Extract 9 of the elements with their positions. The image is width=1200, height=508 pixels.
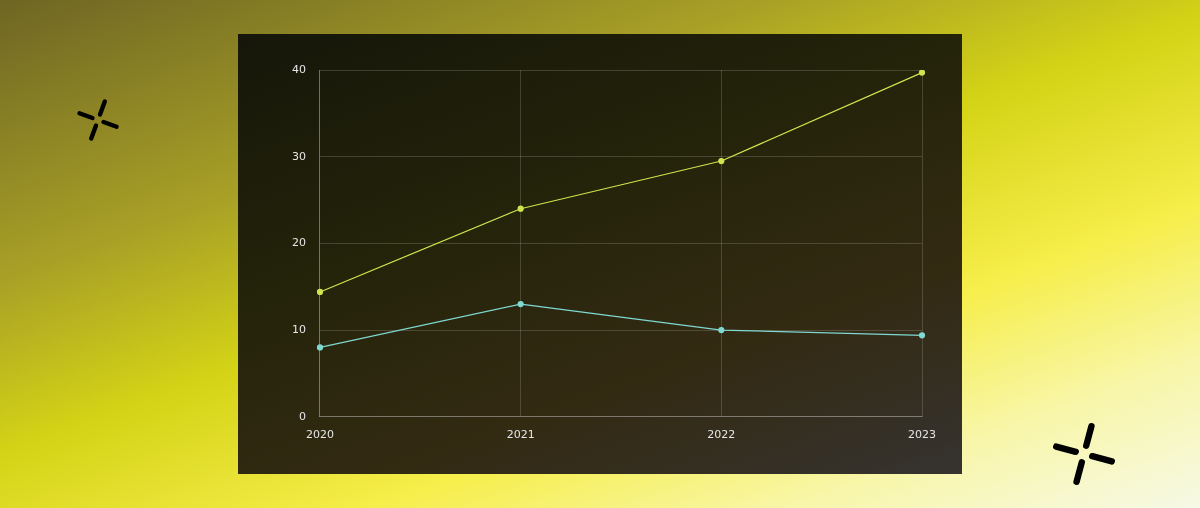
y-tick-label: 0: [299, 409, 306, 423]
x-tick-label: 2022: [707, 428, 736, 442]
y-tick-label: 10: [292, 322, 306, 336]
y-tick-label: 20: [292, 236, 306, 250]
y-tick-label: 40: [292, 62, 306, 76]
y-tick-label: 30: [292, 149, 306, 163]
x-tick-label: 2021: [506, 428, 535, 442]
x-tick-label: 2020: [306, 428, 334, 442]
x-tick-label: 2023: [908, 428, 936, 442]
